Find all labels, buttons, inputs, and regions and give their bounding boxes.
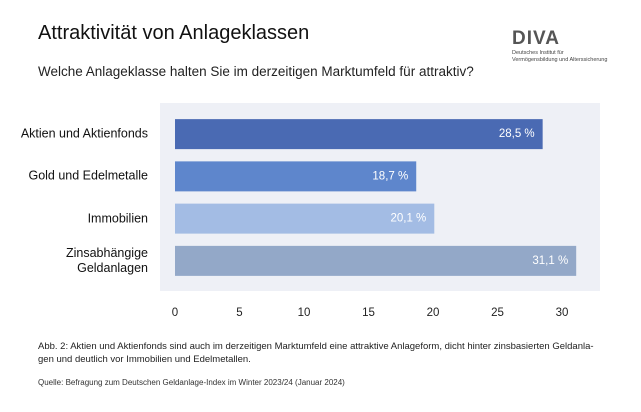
bar — [175, 119, 543, 150]
y-tick-label: Aktien und Aktienfonds — [20, 126, 148, 141]
value-label: 28,5 % — [499, 128, 535, 140]
x-tick-label: 15 — [362, 307, 375, 319]
value-label: 18,7 % — [372, 170, 408, 182]
logo-subtitle: Deutsches Institut für Vermögensbildung … — [512, 50, 608, 63]
value-label: 20,1 % — [390, 213, 426, 225]
x-tick-label: 0 — [172, 307, 178, 319]
logo: DIVA — [512, 28, 560, 49]
x-tick-label: 5 — [236, 307, 242, 319]
chart-title: Attraktivität von Anlageklassen — [38, 22, 310, 44]
bar — [175, 161, 417, 192]
source: Quelle: Befragung zum Deutschen Geldanla… — [38, 378, 345, 387]
x-tick-label: 20 — [427, 307, 440, 319]
y-tick-label: Gold und Edelmetalle — [28, 168, 148, 183]
y-tick-label: Immobilien — [87, 211, 148, 226]
value-label: 31,1 % — [532, 255, 568, 267]
x-tick-label: 25 — [491, 307, 504, 319]
x-tick-label: 30 — [556, 307, 569, 319]
bar — [175, 203, 435, 234]
x-tick-label: 10 — [298, 307, 311, 319]
caption: Abb. 2: Aktien und Aktienfonds sind auch… — [38, 341, 594, 365]
y-tick-label: Zinsabhängige Geldanlagen — [65, 245, 148, 275]
chart-subtitle: Welche Anlageklasse halten Sie im derzei… — [38, 64, 474, 79]
bar — [175, 245, 577, 276]
